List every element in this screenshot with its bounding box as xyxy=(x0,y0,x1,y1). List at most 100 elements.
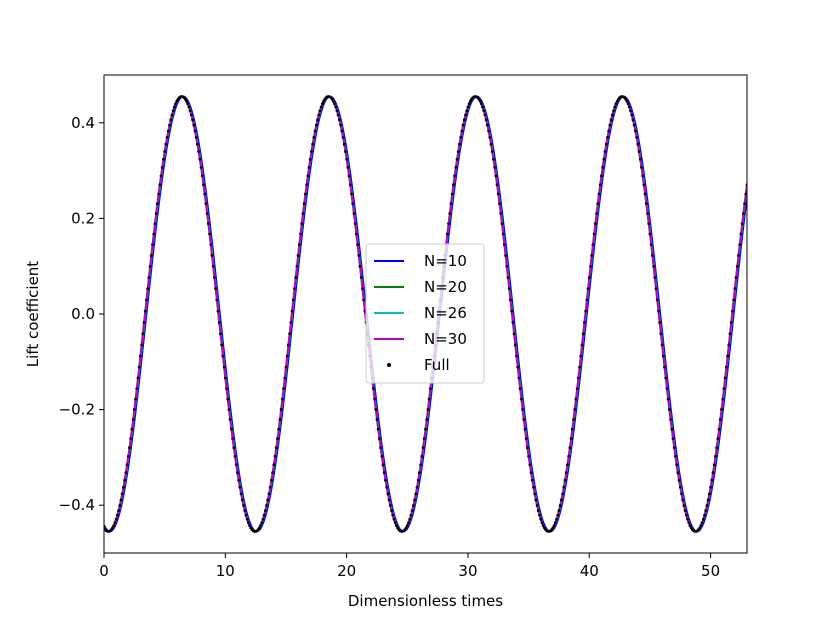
data-point xyxy=(278,418,282,421)
data-point xyxy=(455,157,459,161)
data-point xyxy=(282,387,285,391)
data-point xyxy=(663,365,666,369)
data-point xyxy=(380,455,384,458)
data-point xyxy=(330,97,334,101)
data-point xyxy=(306,174,310,178)
data-point xyxy=(424,427,427,431)
data-point xyxy=(661,354,665,358)
data-point xyxy=(596,202,600,206)
data-point xyxy=(272,463,276,467)
x-tick-label: 20 xyxy=(337,562,356,580)
data-point xyxy=(129,437,133,441)
data-point xyxy=(650,254,654,257)
data-point xyxy=(162,157,165,161)
data-point xyxy=(300,222,304,226)
data-point xyxy=(408,517,412,521)
data-point xyxy=(246,521,250,525)
data-point xyxy=(378,437,381,441)
data-point xyxy=(729,321,733,324)
data-point xyxy=(124,471,128,475)
data-point xyxy=(322,99,325,103)
data-point xyxy=(494,174,498,178)
data-point xyxy=(493,165,497,169)
data-point xyxy=(680,492,683,496)
data-point xyxy=(711,471,715,475)
data-point xyxy=(468,99,472,103)
data-point xyxy=(331,99,335,103)
data-point xyxy=(675,463,679,467)
data-point xyxy=(301,212,305,215)
data-point xyxy=(130,427,134,431)
data-point xyxy=(143,309,147,313)
data-point xyxy=(262,513,266,517)
data-point xyxy=(459,135,463,139)
data-point xyxy=(211,264,215,268)
data-point xyxy=(492,157,495,161)
data-point xyxy=(196,142,199,146)
data-point xyxy=(741,212,745,215)
data-point xyxy=(728,332,732,336)
data-point xyxy=(123,478,127,482)
x-axis: 0 10 20 30 40 50 xyxy=(99,553,720,580)
data-point xyxy=(414,492,418,496)
data-point xyxy=(647,222,651,226)
y-tick-label: 0.2 xyxy=(71,209,95,227)
legend-box xyxy=(365,243,485,384)
data-point xyxy=(384,478,387,482)
data-point xyxy=(131,418,135,421)
data-point xyxy=(604,142,608,146)
data-point xyxy=(273,455,277,458)
data-point xyxy=(238,485,242,489)
data-point xyxy=(344,150,347,153)
data-point xyxy=(539,517,543,521)
data-point xyxy=(572,418,575,421)
data-point xyxy=(507,287,511,291)
data-point xyxy=(308,157,312,161)
data-point xyxy=(217,321,221,324)
data-point xyxy=(333,102,336,106)
data-point xyxy=(125,463,129,467)
data-point xyxy=(524,437,528,441)
data-point xyxy=(515,354,518,358)
data-point xyxy=(165,135,169,139)
data-point xyxy=(490,150,494,153)
data-point xyxy=(413,498,416,502)
data-point xyxy=(465,109,469,113)
data-point xyxy=(297,243,301,247)
data-point xyxy=(734,276,738,279)
legend-label-n-10: N=10 xyxy=(424,252,467,270)
data-point xyxy=(189,113,193,117)
data-point xyxy=(595,212,598,215)
data-point xyxy=(569,437,573,441)
data-point xyxy=(530,478,534,482)
data-point xyxy=(208,232,211,236)
data-point xyxy=(477,97,481,101)
data-point xyxy=(359,276,363,279)
data-point xyxy=(145,298,148,302)
data-point xyxy=(538,513,541,517)
data-point xyxy=(743,202,746,206)
series-points-full xyxy=(104,95,747,533)
data-point xyxy=(296,254,300,257)
data-point xyxy=(488,135,492,139)
data-point xyxy=(261,517,265,521)
data-point xyxy=(219,332,222,336)
data-point xyxy=(598,183,602,187)
data-point xyxy=(259,524,262,527)
data-point xyxy=(233,455,237,458)
data-point xyxy=(174,102,177,106)
data-point xyxy=(334,105,338,109)
data-point xyxy=(391,513,395,517)
data-point xyxy=(216,309,220,313)
data-point xyxy=(126,455,130,458)
legend-label-full: Full xyxy=(424,356,450,374)
data-point xyxy=(703,513,706,517)
data-point xyxy=(584,309,588,313)
data-point xyxy=(215,298,219,302)
x-tick-label: 10 xyxy=(216,562,235,580)
data-point xyxy=(114,517,118,521)
data-point xyxy=(210,254,214,257)
data-point xyxy=(627,105,631,109)
data-point xyxy=(498,202,501,206)
data-point xyxy=(610,113,614,117)
